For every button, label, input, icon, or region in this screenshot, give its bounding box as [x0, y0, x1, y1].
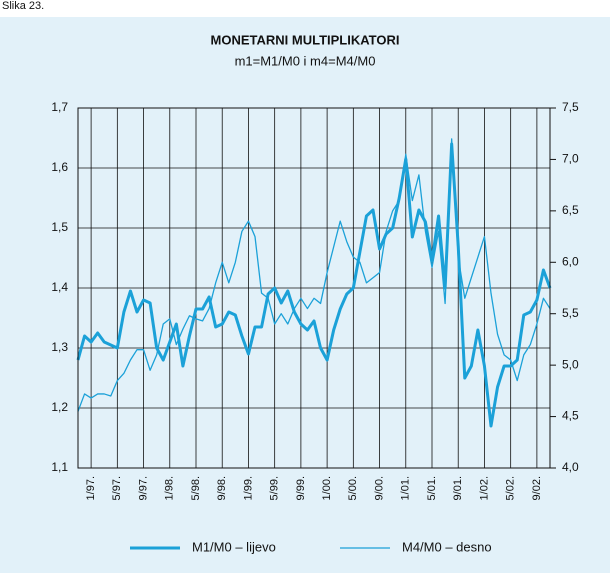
x-tick-label: 5/98. [190, 476, 202, 500]
y2-tick-label: 4,0 [562, 460, 579, 474]
legend: M1/M0 – lijevo M4/M0 – desno [130, 539, 492, 554]
x-tick-label: 1/98. [164, 476, 176, 500]
x-tick-label: 9/97. [137, 476, 149, 500]
x-tick-label: 1/99. [242, 476, 254, 500]
y2-tick-label: 6,0 [562, 254, 579, 268]
y-tick-label: 1,3 [51, 340, 68, 354]
y-tick-label: 1,1 [51, 460, 68, 474]
x-tick-label: 5/01. [426, 476, 438, 500]
y-tick-label: 1,5 [51, 220, 68, 234]
x-tick-label: 9/98. [216, 476, 228, 500]
x-tick-label: 5/97. [111, 476, 123, 500]
y-tick-label: 1,2 [51, 400, 68, 414]
y2-tick-label: 5,5 [562, 306, 579, 320]
x-tick-label: 5/00. [347, 476, 359, 500]
y2-tick-label: 7,5 [562, 100, 579, 114]
y-tick-label: 1,6 [51, 160, 68, 174]
chart-subtitle: m1=M1/M0 i m4=M4/M0 [235, 53, 376, 68]
figure-label: Slika 23. [2, 0, 44, 12]
y2-tick-label: 6,5 [562, 203, 579, 217]
x-tick-label: 9/00. [373, 476, 385, 500]
x-tick-label: 5/99. [269, 476, 281, 500]
x-tick-label: 1/01. [400, 476, 412, 500]
y2-tick-label: 5,0 [562, 357, 579, 371]
y-tick-label: 1,4 [51, 280, 68, 294]
y2-tick-label: 4,5 [562, 409, 579, 423]
legend-label: M1/M0 – lijevo [192, 539, 276, 554]
ticks: 1,1 1,2 1,3 1,4 1,5 1,6 1,7 4,0 4,5 5,0 5,5 6,0 6,5 7… [51, 100, 579, 500]
y2-tick-label: 7,0 [562, 152, 579, 166]
panel-background [0, 17, 610, 573]
lines [76, 138, 552, 428]
x-tick-label: 1/00. [321, 476, 333, 500]
y-tick-label: 1,7 [51, 100, 68, 114]
x-tick-label: 5/02. [505, 476, 517, 500]
x-tick-label: 9/01. [452, 476, 464, 500]
x-tick-label: 9/02. [531, 476, 543, 500]
series-line [77, 138, 551, 412]
x-tick-label: 9/99. [295, 476, 307, 500]
plot-frame [77, 107, 551, 469]
x-tick-label: 1/97. [85, 476, 97, 500]
series-line [76, 142, 552, 428]
legend-label: M4/M0 – desno [402, 539, 492, 554]
x-tick-label: 1/02. [478, 476, 490, 500]
chart-title: MONETARNI MULTIPLIKATORI [211, 32, 400, 47]
